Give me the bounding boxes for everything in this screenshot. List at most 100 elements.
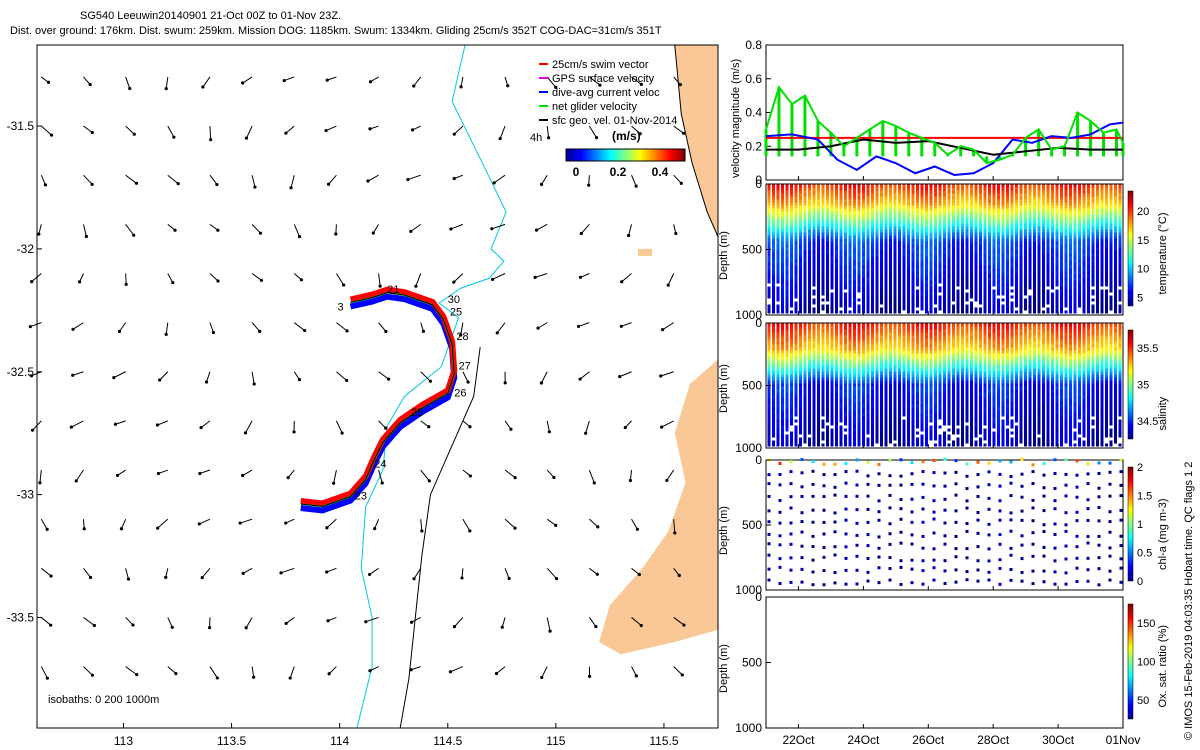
temperature-sample	[1100, 292, 1104, 296]
geo-velocity-arrow	[420, 420, 430, 428]
temperature-sample	[1060, 259, 1063, 263]
temperature-sample	[776, 262, 780, 266]
temperature-sample	[817, 274, 820, 278]
temperature-sample	[1087, 262, 1090, 266]
temperature-sample	[848, 274, 852, 278]
temperature-sample	[785, 274, 789, 278]
temperature-sample	[1033, 265, 1036, 269]
temperature-ylabel: Depth (m)	[718, 231, 730, 280]
temperature-sample	[1105, 259, 1108, 263]
salinity-sample	[794, 329, 798, 333]
temperature-sample	[1064, 295, 1068, 299]
salinity-sample	[776, 431, 780, 435]
geo-velocity-arrow-head	[155, 423, 160, 427]
temperature-sample	[1037, 274, 1041, 278]
temperature-sample	[781, 268, 784, 272]
salinity-sample	[853, 368, 856, 372]
temperature-sample	[920, 199, 924, 203]
geo-velocity-arrow	[245, 617, 253, 629]
temperature-sample	[1046, 223, 1050, 227]
temperature-sample	[1078, 214, 1081, 218]
temperature-sample	[794, 289, 798, 293]
temperature-sample	[1078, 256, 1081, 260]
temperature-sample	[1096, 223, 1099, 227]
temperature-sample	[889, 310, 892, 314]
temperature-sample	[934, 220, 937, 224]
geo-velocity-arrow	[504, 568, 510, 579]
geo-velocity-arrow-head	[258, 231, 263, 235]
salinity-sample	[781, 404, 784, 408]
temperature-sample	[992, 265, 996, 269]
salinity-sample	[871, 350, 874, 354]
temperature-sample	[1096, 214, 1099, 218]
salinity-sample	[866, 392, 870, 396]
temperature-sample	[956, 229, 960, 233]
salinity-sample	[772, 338, 775, 342]
salinity-sample	[871, 386, 874, 390]
temperature-sample	[898, 196, 901, 200]
salinity-sample	[776, 425, 780, 429]
temperature-sample	[1073, 226, 1077, 230]
temperature-sample	[803, 220, 807, 224]
temperature-sample	[1015, 229, 1018, 233]
temperature-sample	[1069, 301, 1072, 305]
temperature-sample	[817, 307, 820, 311]
temperature-sample	[979, 247, 982, 251]
temperature-sample	[790, 229, 793, 233]
temperature-sample	[808, 193, 811, 197]
temperature-sample	[794, 235, 798, 239]
temperature-sample	[965, 304, 969, 308]
geo-velocity-arrow-head	[466, 380, 470, 384]
temperature-sample	[1109, 229, 1113, 233]
temperature-sample	[871, 262, 874, 266]
temperature-sample	[1118, 280, 1122, 284]
geo-velocity-arrow-head	[171, 280, 175, 285]
temperature-sample	[965, 247, 969, 251]
salinity-sample	[889, 326, 892, 330]
geo-velocity-arrow-head	[492, 181, 496, 185]
salinity-sample	[817, 332, 820, 336]
temperature-sample	[898, 256, 901, 260]
salinity-sample	[790, 371, 793, 375]
temperature-sample	[1024, 187, 1027, 191]
temperature-sample	[889, 208, 892, 212]
temperature-sample	[1010, 304, 1014, 308]
temperature-sample	[803, 193, 807, 197]
temperature-sample	[997, 205, 1000, 209]
temperature-sample	[808, 271, 811, 275]
temperature-sample	[1109, 193, 1113, 197]
salinity-sample	[794, 377, 798, 381]
temperature-sample	[835, 298, 838, 302]
temperature-sample	[857, 238, 861, 242]
temperature-sample	[997, 238, 1000, 242]
temperature-sample	[956, 184, 960, 188]
temperature-sample	[767, 208, 771, 212]
temperature-sample	[1001, 223, 1005, 227]
temperature-sample	[1087, 205, 1090, 209]
salinity-sample	[808, 437, 811, 441]
temperature-sample	[803, 298, 807, 302]
temperature-sample	[907, 217, 910, 221]
temperature-sample	[1118, 220, 1122, 224]
temperature-sample	[1069, 298, 1072, 302]
salinity-sample	[880, 380, 883, 384]
temperature-sample	[947, 262, 951, 266]
temperature-sample	[1037, 223, 1041, 227]
salinity-sample	[826, 440, 829, 444]
salinity-sample	[871, 389, 874, 393]
geo-velocity-arrow-head	[490, 227, 494, 231]
temperature-sample	[844, 199, 847, 203]
temperature-sample	[839, 301, 843, 305]
temperature-sample	[857, 262, 861, 266]
temperature-sample	[893, 244, 897, 248]
temperature-sample	[916, 238, 919, 242]
temperature-sample	[1091, 199, 1095, 203]
temperature-sample	[767, 250, 771, 254]
salinity-sample	[875, 437, 879, 441]
salinity-sample	[767, 419, 771, 423]
temperature-sample	[1060, 280, 1063, 284]
temperature-sample	[956, 238, 960, 242]
temperature-sample	[1087, 196, 1090, 200]
temperature-sample	[875, 250, 879, 254]
temperature-sample	[1006, 211, 1009, 215]
